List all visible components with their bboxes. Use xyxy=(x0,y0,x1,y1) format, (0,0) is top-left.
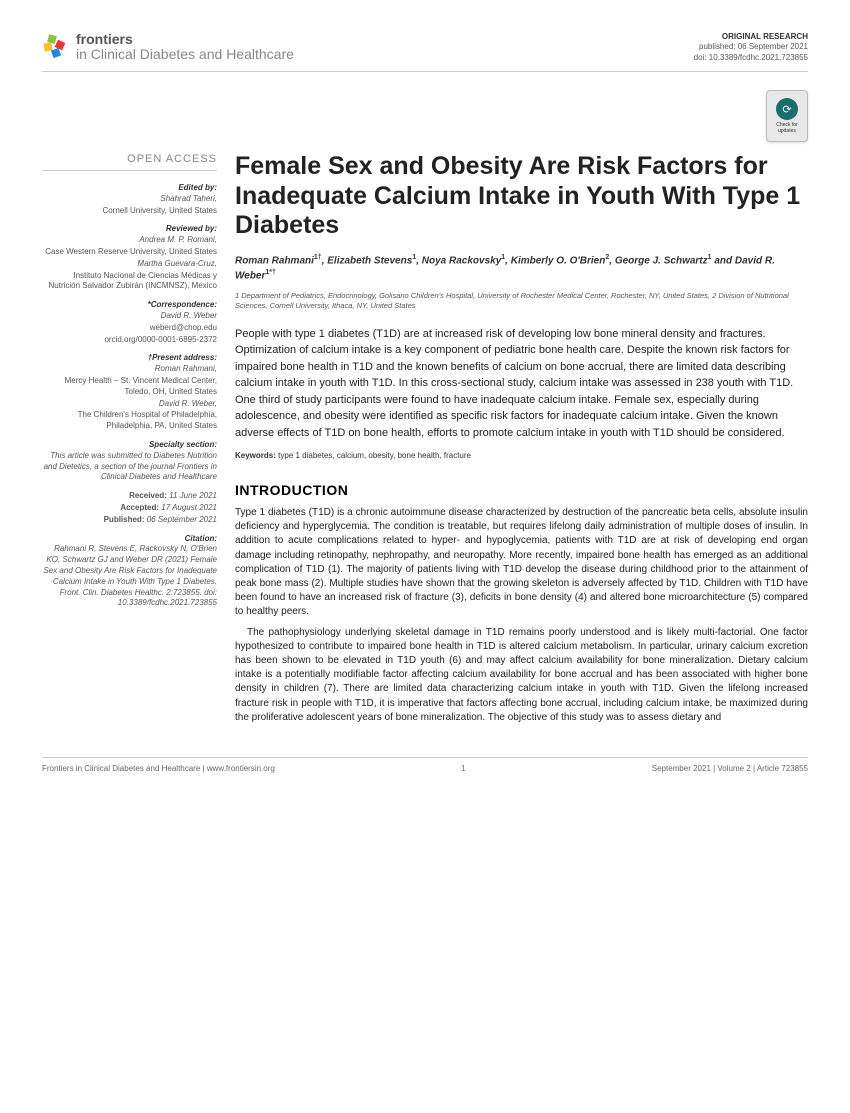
reviewer-2-affiliation: Instituto Nacional de Ciencias Médicas y… xyxy=(42,271,217,293)
specialty-label: Specialty section: xyxy=(42,440,217,451)
introduction-body: Type 1 diabetes (T1D) is a chronic autoi… xyxy=(235,506,808,725)
article-main: Female Sex and Obesity Are Risk Factors … xyxy=(235,152,808,731)
published-date: 06 September 2021 xyxy=(147,515,217,524)
editor-name: Shahrad Taheri, xyxy=(42,194,217,205)
edited-by-label: Edited by: xyxy=(42,183,217,194)
reviewer-1-affiliation: Case Western Reserve University, United … xyxy=(42,247,217,258)
article-authors: Roman Rahmani1†, Elizabeth Stevens1, Noy… xyxy=(235,253,808,284)
check-updates-icon: ⟳ xyxy=(776,98,798,120)
editor-affiliation: Cornell University, United States xyxy=(42,206,217,217)
introduction-heading: INTRODUCTION xyxy=(235,482,808,498)
page-footer: Frontiers in Clinical Diabetes and Healt… xyxy=(42,757,808,773)
reviewer-1-name: Andrea M. P. Romani, xyxy=(42,235,217,246)
received-date: 11 June 2021 xyxy=(169,491,217,500)
article-keywords: Keywords: type 1 diabetes, calcium, obes… xyxy=(235,451,808,460)
correspondence-email[interactable]: weberd@chop.edu xyxy=(42,323,217,334)
correspondence-name: David R. Weber xyxy=(42,311,217,322)
page-header: frontiers in Clinical Diabetes and Healt… xyxy=(42,32,808,72)
reviewer-2-name: Martha Guevara-Cruz, xyxy=(42,259,217,270)
reviewed-by-label: Reviewed by: xyxy=(42,224,217,235)
intro-paragraph-1: Type 1 diabetes (T1D) is a chronic autoi… xyxy=(235,506,808,620)
footer-left: Frontiers in Clinical Diabetes and Healt… xyxy=(42,764,275,773)
present-2-affiliation: The Children's Hospital of Philadelphia,… xyxy=(42,410,217,432)
citation-text: Rahmani R, Stevens E, Rackovsky N, O'Bri… xyxy=(42,544,217,609)
publication-info: ORIGINAL RESEARCH published: 06 Septembe… xyxy=(694,32,808,63)
journal-logo: frontiers in Clinical Diabetes and Healt… xyxy=(42,32,294,63)
keywords-label: Keywords: xyxy=(235,451,276,460)
specialty-text: This article was submitted to Diabetes N… xyxy=(42,451,217,483)
present-1-affiliation: Mercy Health – St. Vincent Medical Cente… xyxy=(42,376,217,398)
check-updates-label: Check for updates xyxy=(767,123,807,134)
received-label: Received: xyxy=(129,491,167,500)
open-access-label: OPEN ACCESS xyxy=(42,152,217,171)
present-2-name: David R. Weber, xyxy=(42,399,217,410)
pub-type: ORIGINAL RESEARCH xyxy=(694,32,808,42)
correspondence-orcid[interactable]: orcid.org/0000-0001-6895-2372 xyxy=(42,335,217,346)
article-abstract: People with type 1 diabetes (T1D) are at… xyxy=(235,326,808,442)
footer-page-number: 1 xyxy=(461,764,465,773)
doi: doi: 10.3389/fcdhc.2021.723855 xyxy=(694,53,808,63)
frontiers-logo-icon xyxy=(42,33,70,61)
pub-date: published: 06 September 2021 xyxy=(694,42,808,52)
correspondence-label: *Correspondence: xyxy=(42,300,217,311)
published-label: Published: xyxy=(104,515,145,524)
accepted-date: 17 August 2021 xyxy=(161,503,217,512)
check-updates-badge[interactable]: ⟳ Check for updates xyxy=(766,90,808,142)
article-sidebar: OPEN ACCESS Edited by: Shahrad Taheri, C… xyxy=(42,152,217,731)
article-affiliations: 1 Department of Pediatrics, Endocrinolog… xyxy=(235,291,808,311)
footer-right: September 2021 | Volume 2 | Article 7238… xyxy=(652,764,808,773)
article-title: Female Sex and Obesity Are Risk Factors … xyxy=(235,152,808,241)
journal-name-line2: in Clinical Diabetes and Healthcare xyxy=(76,47,294,62)
intro-paragraph-2: The pathophysiology underlying skeletal … xyxy=(235,626,808,725)
journal-name-line1: frontiers xyxy=(76,32,294,47)
citation-label: Citation: xyxy=(42,534,217,545)
keywords-text: type 1 diabetes, calcium, obesity, bone … xyxy=(278,451,471,460)
present-1-name: Roman Rahmani, xyxy=(42,364,217,375)
accepted-label: Accepted: xyxy=(120,503,159,512)
present-address-label: †Present address: xyxy=(42,353,217,364)
